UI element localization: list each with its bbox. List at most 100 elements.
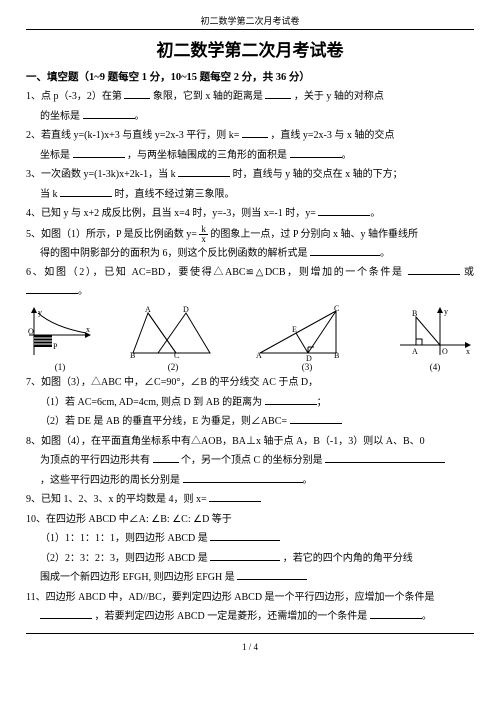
exam-title: 初二数学第二次月考试卷 bbox=[26, 36, 474, 61]
q7-text-a: 7、如图（3），△ABC 中，∠C=90°，∠B 的平分线交 AC 于点 D， bbox=[26, 377, 318, 388]
q7-blank-1[interactable] bbox=[265, 394, 317, 405]
question-11b: ，若要判定四边形 ABCD 一定是菱形，还需增加的一个条件是 。 bbox=[40, 608, 474, 627]
q3-text-d: 时，直线不经过第三象限。 bbox=[115, 189, 235, 200]
q8-text-c: 个，另一个顶点 C 的坐标分别是 bbox=[181, 455, 323, 466]
q6-blank-2[interactable] bbox=[26, 283, 78, 294]
q2-text-c: 坐标是 bbox=[40, 150, 70, 161]
exam-page: 初二数学第二次月考试卷 初二数学第二次月考试卷 一、填空题（1~9 题每空 1 … bbox=[0, 0, 500, 664]
question-8: 8、如图（4），在平面直角坐标系中有△AOB，BA⊥x 轴于点 A，B（-1，3… bbox=[26, 433, 474, 452]
svg-text:O: O bbox=[442, 347, 448, 356]
q8-text-a: 8、如图（4），在平面直角坐标系中有△AOB，BA⊥x 轴于点 A，B（-1，3… bbox=[26, 436, 425, 447]
q10-text-a: 10、在四边形 ABCD 中∠A: ∠B: ∠C: ∠D 等于 bbox=[26, 514, 232, 525]
q8-blank-2[interactable] bbox=[325, 452, 445, 463]
q8-text-d: ，这些平行四边形的周长分别是 bbox=[40, 475, 180, 486]
q5-text-c: 得的图中阴影部分的面积为 6，则这个反比例函数的解析式是 bbox=[40, 248, 308, 259]
svg-text:D: D bbox=[306, 354, 312, 361]
q4-blank-1[interactable] bbox=[318, 205, 370, 216]
question-1: 1、点 p（-3，2）在第 象限，它到 x 轴的距离是 ，关于 y 轴的对称点 bbox=[26, 88, 474, 107]
figure-2-svg: A D B C bbox=[128, 305, 218, 361]
q8-blank-1[interactable] bbox=[153, 452, 179, 463]
q3-blank-2[interactable] bbox=[60, 186, 112, 197]
q4-text-a: 4、已知 y 与 x+2 成反比例，且当 x=4 时，y=-3，则当 x=-1 … bbox=[26, 208, 316, 219]
figure-4: B A O x y (4) bbox=[396, 305, 474, 372]
question-10: 10、在四边形 ABCD 中∠A: ∠B: ∠C: ∠D 等于 bbox=[26, 511, 474, 530]
figure-3-label: (3) bbox=[252, 362, 362, 372]
q6-blank-1[interactable] bbox=[408, 264, 460, 275]
figure-3-svg: C A B D E bbox=[252, 305, 362, 361]
question-2b: 坐标是 ，与两坐标轴围成的三角形的面积是 。 bbox=[40, 147, 474, 166]
q6-text-b: 或 bbox=[464, 267, 474, 278]
figure-1-label: (1) bbox=[26, 362, 94, 372]
q9-text-a: 9、已知 1、2、3、x 的平均数是 4，则 x= bbox=[26, 494, 207, 505]
figure-4-svg: B A O x y bbox=[396, 305, 474, 361]
page-header: 初二数学第二次月考试卷 bbox=[26, 14, 474, 27]
question-9: 9、已知 1、2、3、x 的平均数是 4，则 x= bbox=[26, 491, 474, 510]
q7-blank-2[interactable] bbox=[290, 413, 342, 424]
figure-2-label: (2) bbox=[128, 362, 218, 372]
figure-3: C A B D E (3) bbox=[252, 305, 362, 372]
figures-row: y x O P (1) A D B bbox=[26, 305, 474, 372]
figure-1: y x O P (1) bbox=[26, 305, 94, 372]
q1-text-c: ，关于 y 轴的对称点 bbox=[294, 91, 384, 102]
q2-text-a: 2、若直线 y=(k-1)x+3 与直线 y=2x-3 平行，则 k= bbox=[26, 130, 239, 141]
q11-text-b: ，若要判定四边形 ABCD 一定是菱形，还需增加的一个条件是 bbox=[95, 611, 368, 622]
question-8b: 为顶点的平行四边形共有 个，另一个顶点 C 的坐标分别是 bbox=[40, 452, 474, 471]
q1-text-a: 1、点 p（-3，2）在第 bbox=[26, 91, 122, 102]
q10-blank-3[interactable] bbox=[237, 569, 307, 580]
svg-text:O: O bbox=[28, 327, 34, 336]
q1-blank-2[interactable] bbox=[265, 88, 291, 99]
question-2: 2、若直线 y=(k-1)x+3 与直线 y=2x-3 平行，则 k= ，直线 … bbox=[26, 127, 474, 146]
header-rule bbox=[26, 29, 474, 30]
q6-text-a: 6、如图（2），已知 AC=BD，要使得△ABC≌△DCB，则增加的一个条件是 bbox=[26, 267, 404, 278]
question-7-2: （2）若 DE 是 AB 的垂直平分线，E 为垂足，则∠ABC= bbox=[40, 413, 474, 432]
question-10-1: （1）1：1：1：1，则四边形 ABCD 是 bbox=[40, 530, 474, 549]
svg-text:A: A bbox=[412, 347, 418, 356]
q2-text-d: ，与两坐标轴围成的三角形的面积是 bbox=[127, 150, 287, 161]
figure-2: A D B C (2) bbox=[128, 305, 218, 372]
q9-blank-1[interactable] bbox=[209, 491, 261, 502]
q2-text-b: ，直线 y=2x-3 与 x 轴的交点 bbox=[270, 130, 394, 141]
q10-text-b: （1）1：1：1：1，则四边形 ABCD 是 bbox=[40, 533, 208, 544]
question-10-2: （2）2：3：2：3，则四边形 ABCD 是 ，若它的四个内角的角平分线 bbox=[40, 550, 474, 569]
svg-text:B: B bbox=[334, 351, 339, 360]
q1-blank-3[interactable] bbox=[83, 108, 135, 119]
q8-blank-3[interactable] bbox=[183, 472, 303, 483]
question-3b: 当 k 时，直线不经过第三象限。 bbox=[40, 186, 474, 205]
svg-text:D: D bbox=[183, 305, 189, 314]
q2-blank-3[interactable] bbox=[290, 147, 342, 158]
question-1b: 的坐标是 。 bbox=[40, 108, 474, 127]
q3-text-a: 3、一次函数 y=(1-3k)x+2k-1，当 k bbox=[26, 169, 176, 180]
q11-blank-2[interactable] bbox=[370, 608, 422, 619]
q2-blank-2[interactable] bbox=[73, 147, 125, 158]
question-8c: ，这些平行四边形的周长分别是 。 bbox=[40, 472, 474, 491]
question-3: 3、一次函数 y=(1-3k)x+2k-1，当 k 时，直线与 y 轴的交点在 … bbox=[26, 166, 474, 185]
q10-text-c: （2）2：3：2：3，则四边形 ABCD 是 bbox=[40, 553, 208, 564]
q3-text-b: 时，直线与 y 轴的交点在 x 轴的下方； bbox=[233, 169, 403, 180]
figure-4-label: (4) bbox=[396, 362, 474, 372]
q1-text-d: 的坐标是 bbox=[40, 111, 80, 122]
svg-text:E: E bbox=[292, 325, 297, 334]
question-6: 6、如图（2），已知 AC=BD，要使得△ABC≌△DCB，则增加的一个条件是 … bbox=[26, 264, 474, 301]
question-5b: 得的图中阴影部分的面积为 6，则这个反比例函数的解析式是 。 bbox=[40, 245, 474, 264]
question-7-1: （1）若 AC=6cm, AD=4cm, 则点 D 到 AB 的距离为 ； bbox=[40, 394, 474, 413]
svg-text:y: y bbox=[444, 307, 448, 316]
q10-blank-2[interactable] bbox=[210, 550, 280, 561]
svg-text:A: A bbox=[145, 305, 151, 314]
q5-text-a: 5、如图（1）所示，P 是反比例函数 y= bbox=[26, 228, 197, 239]
question-11: 11、四边形 ABCD 中，AD//BC，要判定四边形 ABCD 是一个平行四边… bbox=[26, 589, 474, 608]
svg-text:C: C bbox=[334, 305, 339, 313]
page-footer: 1 / 4 bbox=[26, 642, 474, 652]
q5-blank-1[interactable] bbox=[310, 245, 380, 256]
svg-text:A: A bbox=[256, 351, 262, 360]
svg-text:P: P bbox=[53, 342, 58, 351]
q1-text-b: 象限，它到 x 轴的距离是 bbox=[153, 91, 263, 102]
svg-text:x: x bbox=[466, 347, 470, 356]
figure-1-svg: y x O P bbox=[26, 305, 94, 361]
q1-blank-1[interactable] bbox=[124, 88, 150, 99]
svg-text:C: C bbox=[174, 351, 179, 360]
q8-text-b: 为顶点的平行四边形共有 bbox=[40, 455, 150, 466]
q3-blank-1[interactable] bbox=[178, 166, 230, 177]
q11-blank-1[interactable] bbox=[40, 608, 92, 619]
q2-blank-1[interactable] bbox=[242, 127, 268, 138]
q10-blank-1[interactable] bbox=[210, 530, 280, 541]
